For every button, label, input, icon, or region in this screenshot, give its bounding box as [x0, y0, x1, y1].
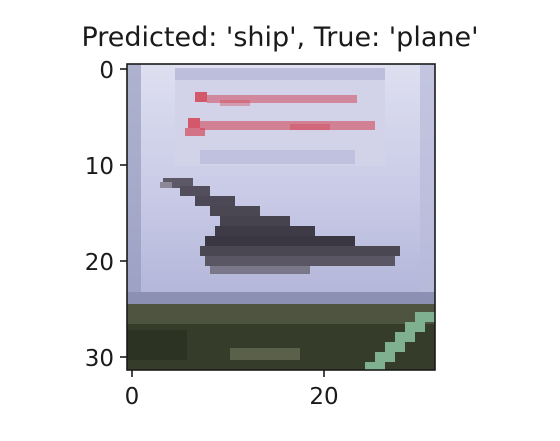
ground-light-patch: [230, 348, 300, 360]
image-content: [127, 64, 435, 370]
x-tick-label-20: 20: [309, 384, 338, 410]
banner-text-pixels: [185, 92, 375, 136]
x-tick-label-0: 0: [125, 384, 140, 410]
ground-upper: [127, 304, 435, 324]
left-edge-shade: [127, 64, 141, 296]
y-tick-label-10: 10: [85, 154, 114, 180]
y-tick-label-20: 20: [85, 250, 114, 276]
runway-stripe: [365, 312, 435, 370]
banner-block: [175, 68, 385, 166]
y-tick-label-30: 30: [85, 346, 114, 372]
plot-title: Predicted: 'ship', True: 'plane': [81, 22, 478, 53]
horizon-strip: [127, 292, 435, 304]
ground-left-patch: [127, 330, 187, 360]
right-edge-shade: [420, 64, 435, 296]
y-tick-label-0: 0: [99, 58, 114, 84]
aircraft-silhouette: [160, 178, 400, 274]
banner-bottom-band: [200, 150, 355, 164]
banner-top-band: [175, 68, 385, 80]
axes-frame: [126, 63, 436, 371]
x-axis: [131, 370, 325, 377]
y-axis: [120, 68, 127, 358]
